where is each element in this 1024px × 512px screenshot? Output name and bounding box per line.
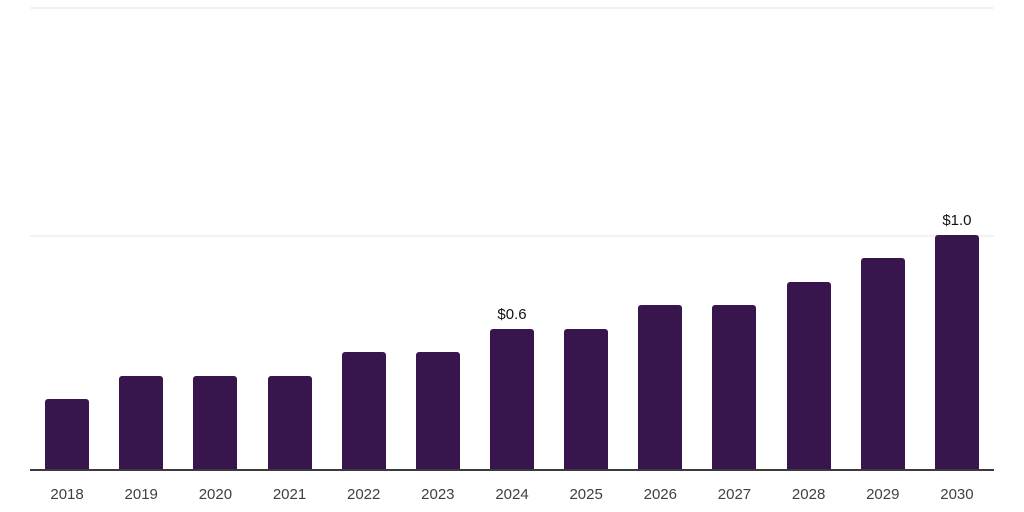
bar-2026 — [638, 305, 682, 470]
x-tick-label-2030: 2030 — [940, 486, 974, 503]
bar-2028 — [787, 282, 831, 470]
x-tick-label-2026: 2026 — [643, 486, 677, 503]
x-tick-label-2023: 2023 — [421, 486, 455, 503]
x-axis-line — [30, 469, 994, 471]
bar-2024 — [490, 329, 534, 470]
bar-2020 — [193, 376, 237, 470]
x-tick-label-2021: 2021 — [272, 486, 307, 503]
x-tick-label-2027: 2027 — [717, 486, 752, 503]
value-label-2030: $1.0 — [942, 212, 972, 229]
gridline-2-0 — [30, 7, 994, 9]
bar-2029 — [861, 258, 905, 470]
bar-2023 — [416, 352, 460, 470]
bar-2021 — [268, 376, 312, 470]
x-tick-label-2020: 2020 — [198, 486, 233, 503]
x-tick-label-2018: 2018 — [50, 486, 84, 503]
x-tick-label-2022: 2022 — [347, 486, 381, 503]
x-tick-label-2019: 2019 — [124, 486, 158, 503]
bar-2018 — [45, 399, 89, 470]
x-tick-label-2029: 2029 — [866, 486, 900, 503]
bar-2027 — [712, 305, 756, 470]
bar-2019 — [119, 376, 163, 470]
gridline-1-0 — [30, 235, 994, 237]
x-tick-label-2028: 2028 — [791, 486, 826, 503]
bar-2025 — [564, 329, 608, 470]
x-tick-label-2025: 2025 — [569, 486, 603, 503]
bar-2030 — [935, 235, 979, 470]
value-label-2024: $0.6 — [497, 306, 527, 323]
x-tick-label-2024: 2024 — [495, 486, 529, 503]
bar-2022 — [342, 352, 386, 470]
